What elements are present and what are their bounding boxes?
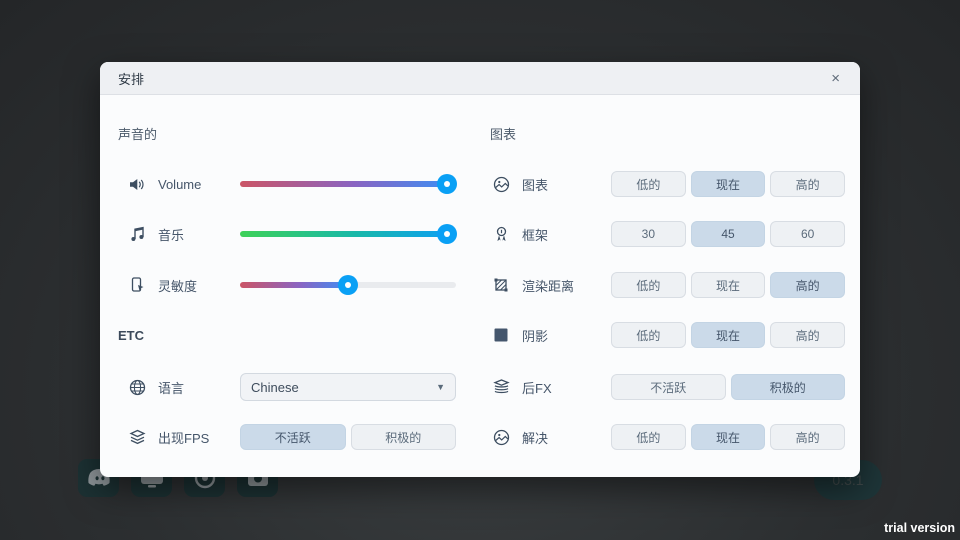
postfx-inactive-button[interactable]: 不活跃 <box>611 374 726 400</box>
language-select[interactable]: Chinese ▼ <box>240 373 456 401</box>
resolution-label: 解决 <box>522 430 549 446</box>
sensitivity-slider-fill <box>240 275 358 295</box>
graphics-medium-button[interactable]: 现在 <box>690 171 766 197</box>
graphics-quality-label: 图表 <box>522 177 549 193</box>
render-distance-row: 渲染距离 低的 现在 高的 <box>490 270 846 300</box>
fps-option-active[interactable]: 积极的 <box>350 424 456 450</box>
language-value: Chinese <box>251 379 299 395</box>
stack-icon <box>492 378 510 396</box>
fps-row: 出现FPS 不活跃 积极的 <box>118 422 470 452</box>
framerate-45-button[interactable]: 45 <box>690 221 766 247</box>
music-label: 音乐 <box>158 227 185 243</box>
shadow-low-button[interactable]: 低的 <box>611 322 686 348</box>
sound-section-header: 声音的 <box>118 126 158 142</box>
fps-option-inactive[interactable]: 不活跃 <box>240 424 346 450</box>
render-distance-options: 低的 现在 高的 <box>611 272 846 298</box>
framerate-label: 框架 <box>522 227 549 243</box>
volume-slider-fill <box>240 174 458 194</box>
framerate-row: 框架 30 45 60 <box>490 219 846 249</box>
layers-icon <box>128 428 146 446</box>
square-icon <box>492 326 510 344</box>
volume-row: Volume <box>118 169 470 199</box>
shadow-medium-button[interactable]: 现在 <box>690 322 766 348</box>
dialog-title: 安排 <box>118 71 145 87</box>
graphics-section-header: 图表 <box>490 126 517 142</box>
shadow-row: 阴影 低的 现在 高的 <box>490 320 846 350</box>
framerate-options: 30 45 60 <box>611 221 846 247</box>
graphics-high-button[interactable]: 高的 <box>770 171 846 197</box>
music-slider-fill <box>240 224 458 244</box>
postfx-active-button[interactable]: 积极的 <box>730 374 845 400</box>
close-icon[interactable]: × <box>831 69 840 87</box>
graphics-low-button[interactable]: 低的 <box>611 171 686 197</box>
fps-options: 不活跃 积极的 <box>240 424 456 450</box>
resolution-high-button[interactable]: 高的 <box>770 424 846 450</box>
music-slider[interactable] <box>240 224 458 244</box>
etc-section-header: ETC <box>118 327 144 343</box>
badge-icon <box>492 225 510 243</box>
dialog-titlebar: 安排 × <box>100 62 860 95</box>
globe-icon <box>128 378 146 396</box>
trial-version-label: trial version <box>884 521 955 535</box>
volume-label: Volume <box>158 176 202 192</box>
volume-slider-knob[interactable] <box>437 174 458 194</box>
postfx-label: 后FX <box>522 380 552 396</box>
chevron-down-icon: ▼ <box>436 382 445 392</box>
render-high-button[interactable]: 高的 <box>770 272 846 298</box>
sensitivity-slider[interactable] <box>240 275 456 295</box>
fps-label: 出现FPS <box>158 430 210 446</box>
music-note-icon <box>128 225 146 243</box>
image-circle-icon <box>492 175 510 193</box>
framerate-60-button[interactable]: 60 <box>770 221 846 247</box>
speaker-icon <box>128 175 146 193</box>
render-medium-button[interactable]: 现在 <box>690 272 766 298</box>
render-low-button[interactable]: 低的 <box>611 272 686 298</box>
resolution-row: 解决 低的 现在 高的 <box>490 422 846 452</box>
volume-slider[interactable] <box>240 174 458 194</box>
framerate-30-button[interactable]: 30 <box>611 221 686 247</box>
sensitivity-row: 灵敏度 <box>118 270 470 300</box>
sensitivity-slider-knob[interactable] <box>338 275 358 295</box>
language-row: 语言 Chinese ▼ <box>118 372 470 402</box>
resolution-low-button[interactable]: 低的 <box>611 424 686 450</box>
shadow-options: 低的 现在 高的 <box>611 322 846 348</box>
postfx-row: 后FX 不活跃 积极的 <box>490 372 846 402</box>
image-circle-icon <box>492 428 510 446</box>
music-slider-knob[interactable] <box>437 224 458 244</box>
resolution-medium-button[interactable]: 现在 <box>690 424 766 450</box>
postfx-options: 不活跃 积极的 <box>611 374 845 400</box>
shadow-high-button[interactable]: 高的 <box>770 322 846 348</box>
resolution-options: 低的 现在 高的 <box>611 424 846 450</box>
shadow-label: 阴影 <box>522 328 549 344</box>
sensitivity-label: 灵敏度 <box>158 278 198 294</box>
graphics-quality-options: 低的 现在 高的 <box>611 171 846 197</box>
settings-dialog: 安排 × 声音的 Volume 音乐 <box>100 62 860 477</box>
graphics-quality-row: 图表 低的 现在 高的 <box>490 169 846 199</box>
render-distance-label: 渲染距离 <box>522 278 575 294</box>
language-label: 语言 <box>158 380 185 396</box>
music-row: 音乐 <box>118 219 470 249</box>
render-area-icon <box>492 276 510 294</box>
touch-phone-icon <box>128 276 146 294</box>
